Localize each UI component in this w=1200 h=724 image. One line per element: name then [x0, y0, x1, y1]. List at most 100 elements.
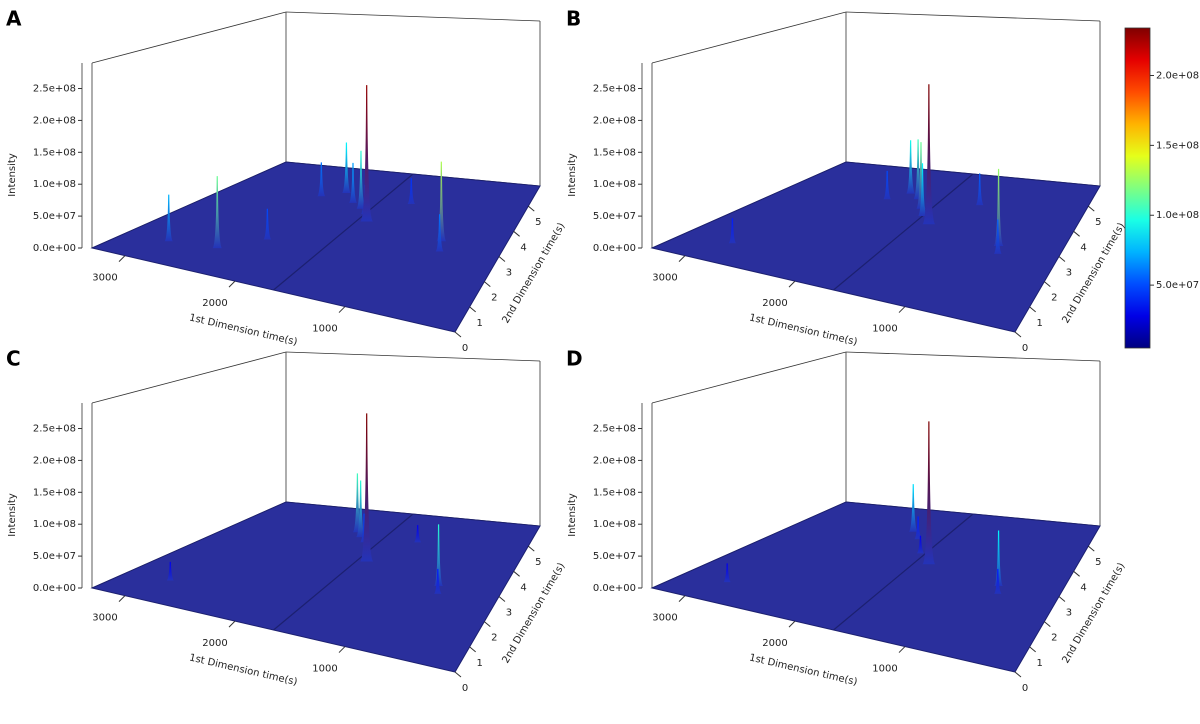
- y-tick: [454, 331, 462, 338]
- y-tick: [483, 281, 491, 288]
- surface-floor: [90, 161, 541, 333]
- x-tick-label: 2000: [202, 638, 227, 649]
- x-tick: [228, 280, 236, 288]
- peak: [994, 219, 1002, 254]
- z-tick-label: 5.0e+07: [593, 551, 636, 562]
- x-axis-label: 1st Dimension time(s): [748, 312, 858, 348]
- z-tick-label: 2.0e+08: [593, 115, 636, 126]
- peak: [917, 535, 924, 554]
- y-tick: [1029, 646, 1036, 653]
- y-tick: [454, 671, 462, 678]
- z-tick-label: 2.0e+08: [33, 115, 76, 126]
- colorbar-tick-label: 5.0e+07: [1156, 280, 1199, 291]
- y-tick-label: 3: [506, 607, 512, 618]
- box-edge: [845, 11, 1101, 22]
- peak: [360, 85, 373, 222]
- peak: [356, 150, 366, 209]
- y-tick-label: 0: [462, 683, 468, 694]
- x-tick: [788, 280, 796, 288]
- colorbar-tick-label: 1.5e+08: [1156, 140, 1199, 151]
- z-tick-label: 2.5e+08: [33, 424, 76, 435]
- y-tick: [483, 621, 491, 628]
- peak: [407, 178, 415, 204]
- peak: [342, 142, 351, 194]
- peak: [434, 524, 443, 587]
- x-tick-label: 2000: [762, 638, 787, 649]
- z-tick-label: 5.0e+07: [593, 211, 636, 222]
- z-tick-label: 1.0e+08: [593, 519, 636, 530]
- y-tick-label: 2: [491, 633, 497, 644]
- y-tick-label: 4: [520, 582, 526, 593]
- z-tick-label: 5.0e+07: [33, 211, 76, 222]
- x-tick-label: 1000: [872, 324, 897, 335]
- peak: [356, 480, 366, 538]
- x-axis-label: 1st Dimension time(s): [188, 312, 298, 348]
- z-tick-label: 1.0e+08: [33, 519, 76, 530]
- peak: [909, 484, 918, 532]
- surface-floor: [650, 501, 1101, 673]
- x-tick-label: 2000: [762, 298, 787, 309]
- x-tick-label: 1000: [312, 324, 337, 335]
- x-tick: [788, 620, 796, 628]
- y-tick-label: 3: [506, 267, 512, 278]
- z-tick-label: 1.0e+08: [33, 179, 76, 190]
- y-tick-label: 4: [1080, 582, 1086, 593]
- y-tick: [1073, 230, 1080, 237]
- y-tick-label: 0: [1022, 343, 1028, 354]
- z-tick-label: 0.0e+00: [593, 583, 636, 594]
- y-tick-label: 2: [1051, 293, 1057, 304]
- peak: [212, 176, 222, 249]
- z-tick-label: 2.0e+08: [593, 455, 636, 466]
- y-tick-label: 1: [1036, 318, 1042, 329]
- z-tick-label: 2.5e+08: [593, 84, 636, 95]
- surface-ridge: [833, 173, 974, 291]
- z-tick-label: 2.0e+08: [33, 455, 76, 466]
- peak: [360, 513, 368, 543]
- x-tick: [118, 255, 126, 262]
- y-tick-label: 4: [520, 242, 526, 253]
- y-tick-label: 5: [1095, 217, 1101, 228]
- y-tick-label: 0: [1022, 683, 1028, 694]
- z-tick-label: 2.5e+08: [33, 84, 76, 95]
- y-tick: [498, 256, 506, 262]
- y-tick: [1087, 545, 1095, 552]
- y-tick: [513, 570, 520, 577]
- x-tick: [228, 620, 236, 628]
- z-axis-label: Intensity: [567, 153, 578, 197]
- peak: [906, 140, 915, 194]
- peak: [918, 163, 927, 216]
- surface-ridge: [273, 173, 414, 291]
- x-axis-label: 1st Dimension time(s): [188, 652, 298, 688]
- z-tick-label: 0.0e+00: [33, 243, 76, 254]
- y-tick: [1058, 596, 1066, 602]
- z-tick-label: 1.5e+08: [33, 487, 76, 498]
- y-tick-label: 4: [1080, 242, 1086, 253]
- box-edge: [91, 351, 287, 404]
- y-tick: [1043, 281, 1051, 288]
- y-tick: [1014, 331, 1022, 338]
- peak: [975, 173, 984, 206]
- peak: [913, 139, 923, 200]
- x-tick: [338, 306, 346, 313]
- y-tick: [1087, 205, 1095, 212]
- box-edge: [91, 11, 287, 64]
- peak: [164, 194, 173, 242]
- y-tick-label: 1: [1036, 658, 1042, 669]
- peak: [434, 568, 442, 594]
- peak: [436, 161, 447, 242]
- y-tick-label: 5: [535, 217, 541, 228]
- box-edge: [651, 351, 847, 404]
- x-tick: [678, 255, 686, 262]
- y-tick-label: 5: [535, 557, 541, 568]
- y-tick: [527, 545, 535, 552]
- box-edge: [285, 11, 541, 22]
- y-tick-label: 1: [476, 658, 482, 669]
- y-tick: [469, 306, 476, 313]
- x-tick-label: 3000: [92, 273, 117, 284]
- y-tick-label: 0: [462, 343, 468, 354]
- z-tick-label: 0.0e+00: [593, 243, 636, 254]
- peak: [263, 208, 272, 240]
- panel: 0.0e+00 5.0e+07 1.0e+08 1.5e+08 2.0e+08 2.5e+…: [566, 7, 1127, 355]
- peak: [349, 162, 357, 203]
- z-tick-label: 1.5e+08: [593, 147, 636, 158]
